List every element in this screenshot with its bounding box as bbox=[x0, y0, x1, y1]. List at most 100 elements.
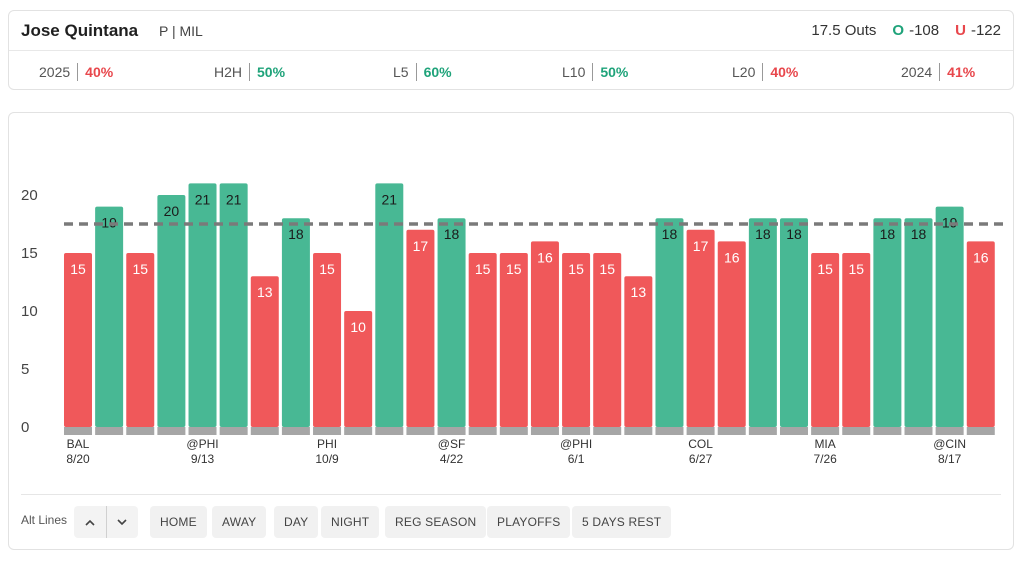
chevron-down-icon bbox=[117, 518, 127, 525]
under-odds[interactable]: -122 bbox=[970, 22, 1001, 39]
bar-over[interactable] bbox=[375, 183, 404, 427]
player-header-top: Jose Quintana P | MIL 17.5 Outs O -108 U… bbox=[9, 11, 1013, 51]
stat-label: L10 bbox=[562, 64, 586, 80]
stat-l5[interactable]: L5 60% bbox=[393, 63, 452, 81]
bar-over[interactable] bbox=[904, 218, 933, 427]
bar-over[interactable] bbox=[281, 218, 310, 427]
bar-over[interactable] bbox=[779, 218, 808, 427]
stat-2025[interactable]: 2025 40% bbox=[39, 63, 113, 81]
bar-over[interactable] bbox=[873, 218, 902, 427]
x-tick-date: 8/20 bbox=[66, 452, 90, 466]
bar-under[interactable] bbox=[842, 253, 871, 427]
bar-base bbox=[717, 427, 746, 435]
bar-base bbox=[873, 427, 902, 435]
over-odds[interactable]: -108 bbox=[909, 22, 940, 39]
stat-label: L20 bbox=[732, 64, 756, 80]
stat-label: L5 bbox=[393, 64, 409, 80]
bar-under[interactable] bbox=[250, 276, 279, 427]
filter-reg-season-button[interactable]: REG SEASON bbox=[385, 506, 487, 538]
bar-under[interactable] bbox=[593, 253, 622, 427]
bar-value-label: 16 bbox=[537, 249, 553, 265]
bar-over[interactable] bbox=[935, 206, 964, 427]
bar-under[interactable] bbox=[562, 253, 591, 427]
bar-over[interactable] bbox=[437, 218, 466, 427]
bar-base bbox=[530, 427, 559, 435]
bar-under[interactable] bbox=[811, 253, 840, 427]
bar-under[interactable] bbox=[530, 241, 559, 427]
bar-under[interactable] bbox=[64, 253, 92, 427]
bar-value-label: 18 bbox=[786, 226, 802, 242]
bar-under[interactable] bbox=[966, 241, 995, 427]
stat-value: 60% bbox=[423, 64, 452, 80]
y-tick-label: 15 bbox=[21, 245, 38, 262]
filter-5-days-rest-button[interactable]: 5 DAYS REST bbox=[572, 506, 672, 538]
filter-home-button[interactable]: HOME bbox=[150, 506, 207, 538]
bar-value-label: 15 bbox=[475, 261, 491, 277]
bar-value-label: 15 bbox=[848, 261, 864, 277]
stat-h2h[interactable]: H2H 50% bbox=[214, 63, 285, 81]
stat-value: 40% bbox=[85, 64, 114, 80]
y-tick-label: 10 bbox=[21, 303, 38, 320]
under-icon: U bbox=[955, 22, 966, 39]
bar-value-label: 16 bbox=[973, 249, 989, 265]
bar-base bbox=[468, 427, 497, 435]
bar-over[interactable] bbox=[748, 218, 777, 427]
bar-over[interactable] bbox=[655, 218, 684, 427]
bar-under[interactable] bbox=[468, 253, 497, 427]
filter-away-button[interactable]: AWAY bbox=[212, 506, 267, 538]
bar-base bbox=[562, 427, 591, 435]
bar-under[interactable] bbox=[406, 229, 435, 427]
bar-base bbox=[406, 427, 435, 435]
bar-over[interactable] bbox=[188, 183, 217, 427]
bar-value-label: 21 bbox=[226, 191, 242, 207]
player-meta: P | MIL bbox=[159, 23, 203, 39]
x-tick-opponent: @PHI bbox=[560, 437, 592, 451]
bar-value-label: 17 bbox=[693, 238, 709, 254]
prop-line: 17.5 Outs bbox=[811, 22, 877, 39]
bar-base bbox=[437, 427, 466, 435]
filter-bar: Alt Lines HOME AWAY DAY NIGHT REG SEASON… bbox=[9, 496, 1013, 540]
bar-value-label: 15 bbox=[817, 261, 833, 277]
stat-divider bbox=[415, 63, 417, 81]
bar-under[interactable] bbox=[126, 253, 155, 427]
bar-under[interactable] bbox=[624, 276, 653, 427]
bar-under[interactable] bbox=[344, 311, 373, 427]
bar-over[interactable] bbox=[157, 195, 186, 427]
bar-under[interactable] bbox=[499, 253, 528, 427]
bar-base bbox=[655, 427, 684, 435]
bar-base bbox=[779, 427, 808, 435]
bar-over[interactable] bbox=[219, 183, 248, 427]
stat-value: 50% bbox=[257, 64, 286, 80]
bar-value-label: 18 bbox=[662, 226, 678, 242]
game-log-chart: 0510152015191520212113181510211718151516… bbox=[21, 183, 1004, 466]
bar-base bbox=[375, 427, 404, 435]
bar-base bbox=[966, 427, 995, 435]
bar-under[interactable] bbox=[686, 229, 715, 427]
alt-line-down-button[interactable] bbox=[106, 506, 138, 538]
filter-day-button[interactable]: DAY bbox=[274, 506, 319, 538]
bar-under[interactable] bbox=[313, 253, 342, 427]
bar-value-label: 15 bbox=[506, 261, 522, 277]
x-tick-date: 9/13 bbox=[191, 452, 215, 466]
x-tick-date: 6/27 bbox=[689, 452, 713, 466]
bar-value-label: 18 bbox=[911, 226, 927, 242]
bar-value-label: 15 bbox=[132, 261, 148, 277]
stat-l20[interactable]: L20 40% bbox=[732, 63, 798, 81]
x-tick-opponent: BAL bbox=[67, 437, 90, 451]
stat-l10[interactable]: L10 50% bbox=[562, 63, 628, 81]
bar-value-label: 18 bbox=[288, 226, 304, 242]
bar-base bbox=[313, 427, 342, 435]
x-tick-date: 4/22 bbox=[440, 452, 464, 466]
bar-under[interactable] bbox=[717, 241, 746, 427]
filter-playoffs-button[interactable]: PLAYOFFS bbox=[487, 506, 571, 538]
alt-line-up-button[interactable] bbox=[74, 506, 106, 538]
bar-value-label: 18 bbox=[880, 226, 896, 242]
filter-night-button[interactable]: NIGHT bbox=[321, 506, 380, 538]
bar-over[interactable] bbox=[95, 206, 124, 427]
stat-value: 41% bbox=[947, 64, 976, 80]
bar-value-label: 15 bbox=[568, 261, 584, 277]
alt-lines-stepper bbox=[74, 506, 138, 538]
stat-divider bbox=[249, 63, 251, 81]
bar-value-label: 15 bbox=[70, 261, 86, 277]
stat-2024[interactable]: 2024 41% bbox=[901, 63, 975, 81]
